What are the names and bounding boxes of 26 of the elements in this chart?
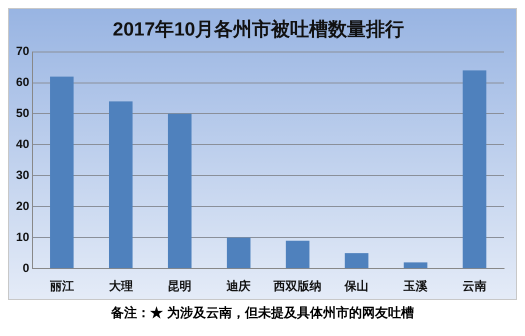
bar (462, 70, 486, 268)
bar (344, 253, 368, 268)
x-tick-label: 西双版纳 (272, 279, 322, 294)
x-tick-label: 迪庆 (226, 279, 251, 294)
bar (286, 240, 310, 268)
y-tick-label: 30 (16, 168, 30, 182)
bar (226, 238, 250, 268)
x-tick-label: 大理 (108, 279, 133, 294)
bar (108, 101, 133, 268)
y-tick-label: 0 (22, 260, 30, 275)
bar (50, 76, 74, 268)
x-tick-label: 丽江 (48, 279, 74, 294)
y-tick-label: 40 (16, 137, 30, 152)
y-tick-label: 70 (16, 44, 30, 58)
x-tick-label: 玉溪 (402, 279, 429, 294)
x-tick-label: 昆明 (168, 279, 192, 294)
y-tick-label: 50 (16, 106, 30, 120)
chart-title: 2017年10月各州市被吐槽数量排行 (112, 18, 404, 41)
text: 备注：★ 为涉及云南，但未提及具体州市的网友吐槽 (110, 304, 415, 322)
x-tick-label: 保山 (344, 279, 369, 294)
x-tick-label: 云南 (462, 279, 487, 294)
y-tick-label: 10 (16, 230, 30, 244)
bar (404, 262, 428, 268)
y-tick-label: 60 (16, 75, 30, 90)
y-tick-label: 20 (16, 198, 30, 213)
bar (168, 114, 192, 268)
